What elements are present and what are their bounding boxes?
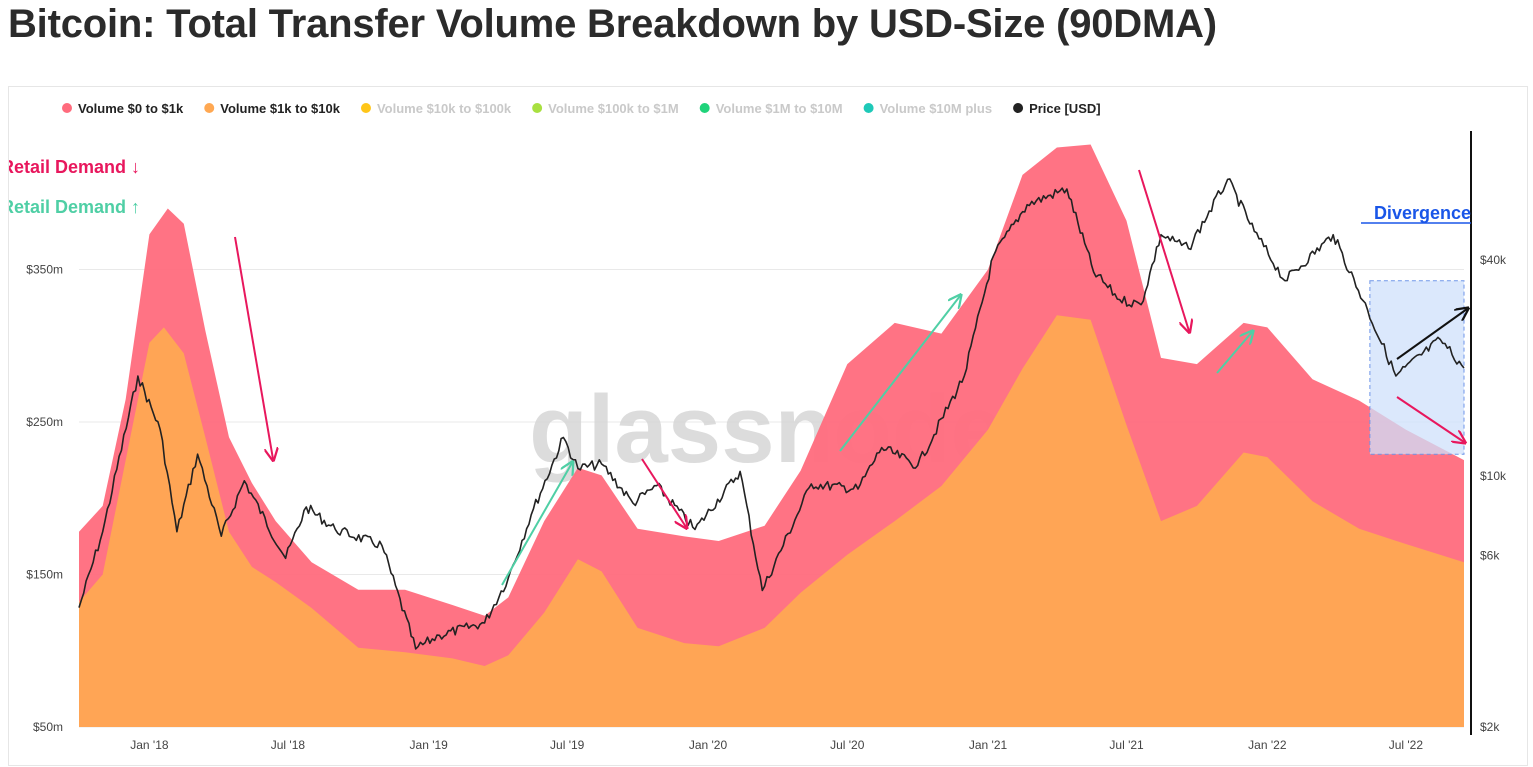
annotation-arrow bbox=[1396, 396, 1464, 442]
legend-item[interactable]: Volume $10k to $100k bbox=[360, 101, 512, 116]
legend-label: Volume $100k to $1M bbox=[548, 101, 679, 116]
area-volume-1k-10k bbox=[79, 315, 1464, 727]
legend-item[interactable]: Volume $0 to $1k bbox=[62, 101, 184, 116]
y-tick-label: $50m bbox=[33, 720, 63, 734]
x-tick-label: Jan '20 bbox=[689, 738, 728, 752]
page-title: Bitcoin: Total Transfer Volume Breakdown… bbox=[8, 2, 1217, 46]
legend-label: Volume $10k to $100k bbox=[377, 101, 512, 116]
legend-item[interactable]: Volume $1M to $10M bbox=[699, 101, 843, 116]
x-tick-label: Jan '21 bbox=[969, 738, 1008, 752]
retail-demand-down-label: Retail Demand ↓ bbox=[9, 157, 140, 177]
divergence-box bbox=[1369, 280, 1465, 455]
legend-label: Volume $1M to $10M bbox=[716, 101, 843, 116]
y2-tick-label: $10k bbox=[1480, 469, 1507, 483]
annotation-arrow bbox=[641, 458, 686, 527]
chart-panel: glassnode $50m $150m $250m $350m $2k $6k $10k $4… bbox=[8, 86, 1528, 766]
legend-item[interactable]: Volume $100k to $1M bbox=[532, 101, 679, 116]
divergence-label: Divergence bbox=[1374, 203, 1471, 223]
legend-item[interactable]: Volume $10M plus bbox=[863, 101, 992, 116]
y-tick-label: $350m bbox=[26, 263, 63, 277]
annotation-arrow bbox=[1396, 309, 1467, 360]
legend-swatch-icon bbox=[532, 103, 543, 113]
annotation-arrow bbox=[839, 296, 960, 452]
x-tick-label: Jan '18 bbox=[130, 738, 169, 752]
chart: glassnode$50m$150m$250m$350m$2k$6k$10k$4… bbox=[9, 101, 1507, 752]
annotation-arrow bbox=[234, 236, 273, 459]
legend-swatch-icon bbox=[699, 103, 710, 113]
legend-label: Volume $1k to $10k bbox=[220, 101, 340, 116]
annotation-arrow bbox=[1216, 332, 1252, 374]
x-tick-label: Jul '21 bbox=[1109, 738, 1144, 752]
y2-tick-label: $6k bbox=[1480, 549, 1500, 563]
y2-tick-label: $2k bbox=[1480, 720, 1500, 734]
y-tick-label: $150m bbox=[26, 568, 63, 582]
legend-swatch-icon bbox=[62, 103, 72, 113]
legend-label: Volume $0 to $1k bbox=[78, 101, 184, 116]
legend-item[interactable]: Price [USD] bbox=[1013, 101, 1101, 116]
x-tick-label: Jul '22 bbox=[1389, 738, 1424, 752]
x-tick-label: Jul '20 bbox=[830, 738, 865, 752]
legend-swatch-icon bbox=[204, 103, 215, 113]
y-tick-label: $250m bbox=[26, 415, 63, 429]
legend-item[interactable]: Volume $1k to $10k bbox=[204, 101, 341, 116]
annotation-arrow bbox=[1138, 169, 1189, 331]
legend-label: Volume $10M plus bbox=[880, 101, 992, 116]
x-tick-label: Jul '18 bbox=[271, 738, 306, 752]
legend-swatch-icon bbox=[1013, 103, 1024, 113]
legend-swatch-icon bbox=[863, 103, 874, 113]
legend-swatch-icon bbox=[360, 103, 371, 113]
x-tick-label: Jan '22 bbox=[1248, 738, 1287, 752]
legend-label: Price [USD] bbox=[1029, 101, 1101, 116]
price-line bbox=[78, 178, 1465, 650]
retail-demand-up-label: Retail Demand ↑ bbox=[9, 197, 140, 217]
x-tick-label: Jul '19 bbox=[550, 738, 585, 752]
annotation-arrow bbox=[501, 463, 572, 586]
y2-tick-label: $40k bbox=[1480, 253, 1507, 267]
x-tick-label: Jan '19 bbox=[410, 738, 449, 752]
